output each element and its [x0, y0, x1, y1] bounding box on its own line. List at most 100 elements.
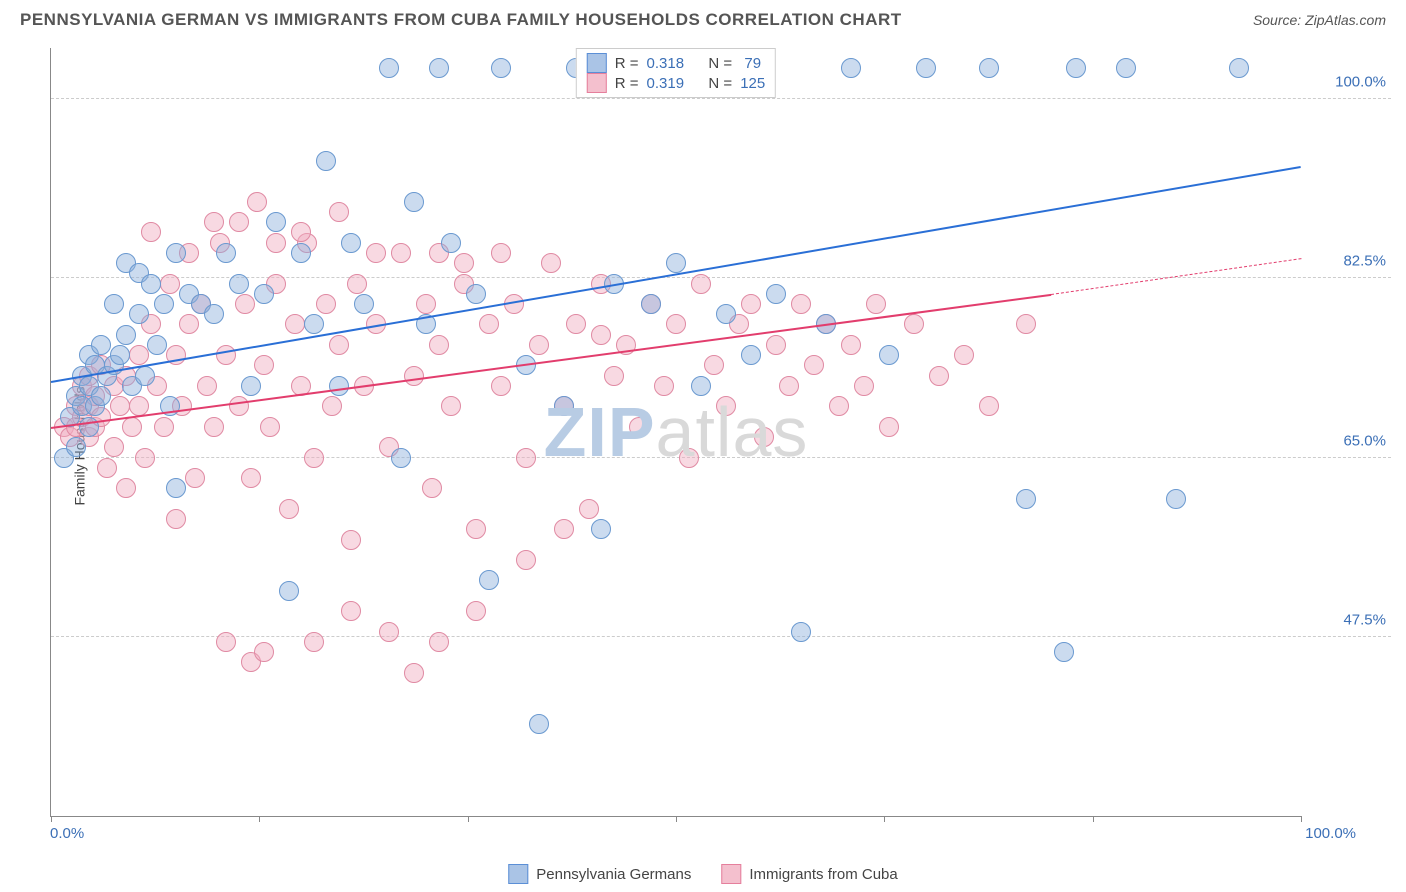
pink-point: [566, 314, 586, 334]
blue-point: [91, 335, 111, 355]
pink-point: [416, 294, 436, 314]
pink-point: [954, 345, 974, 365]
blue-point: [354, 294, 374, 314]
blue-point: [1066, 58, 1086, 78]
pink-point: [754, 427, 774, 447]
blue-point: [1166, 489, 1186, 509]
pink-point: [454, 253, 474, 273]
pink-point: [97, 458, 117, 478]
blue-point: [391, 448, 411, 468]
blue-point: [1016, 489, 1036, 509]
pink-point: [285, 314, 305, 334]
pink-point: [229, 212, 249, 232]
blue-point: [116, 325, 136, 345]
chart-title: PENNSYLVANIA GERMAN VS IMMIGRANTS FROM C…: [20, 10, 902, 30]
pink-point: [879, 417, 899, 437]
blue-point: [91, 386, 111, 406]
pink-point: [254, 355, 274, 375]
gridline: [51, 636, 1391, 637]
pink-point: [629, 417, 649, 437]
blue-point: [641, 294, 661, 314]
blue-point: [429, 58, 449, 78]
gridline: [51, 277, 1391, 278]
pink-point: [122, 417, 142, 437]
pink-point: [235, 294, 255, 314]
y-tick-label: 100.0%: [1306, 74, 1386, 91]
blue-point: [147, 335, 167, 355]
pink-point: [404, 663, 424, 683]
pink-point: [247, 192, 267, 212]
pink-point: [466, 601, 486, 621]
x-tick: [676, 816, 677, 822]
x-tick: [1301, 816, 1302, 822]
blue-point: [466, 284, 486, 304]
pink-point: [322, 396, 342, 416]
pink-point: [185, 468, 205, 488]
pink-point: [254, 642, 274, 662]
blue-point: [216, 243, 236, 263]
pink-point: [429, 335, 449, 355]
blue-point: [229, 274, 249, 294]
pink-point: [347, 274, 367, 294]
blue-point: [1229, 58, 1249, 78]
pink-point: [441, 396, 461, 416]
gridline: [51, 457, 1391, 458]
pink-point: [166, 509, 186, 529]
n-label: N =: [708, 55, 732, 72]
blue-point: [266, 212, 286, 232]
pink-point: [804, 355, 824, 375]
pink-point: [329, 202, 349, 222]
blue-point: [110, 345, 130, 365]
blue-point: [154, 294, 174, 314]
pink-point: [679, 448, 699, 468]
pink-point: [779, 376, 799, 396]
blue-point: [279, 581, 299, 601]
pink-point: [341, 530, 361, 550]
pink-point: [229, 396, 249, 416]
blue-point: [166, 478, 186, 498]
blue-point: [341, 233, 361, 253]
pink-point: [266, 233, 286, 253]
pink-point: [654, 376, 674, 396]
pink-point: [691, 274, 711, 294]
pink-point: [1016, 314, 1036, 334]
pink-point: [716, 396, 736, 416]
blue-point: [691, 376, 711, 396]
pink-point: [866, 294, 886, 314]
pink-point: [329, 335, 349, 355]
r-label: R =: [615, 75, 639, 92]
swatch-pink: [587, 73, 607, 93]
pink-point: [904, 314, 924, 334]
gridline: [51, 98, 1391, 99]
x-tick: [51, 816, 52, 822]
blue-point: [529, 714, 549, 734]
blue-point: [591, 519, 611, 539]
y-tick-label: 82.5%: [1306, 253, 1386, 270]
n-value: 125: [740, 75, 765, 92]
pink-point: [516, 448, 536, 468]
x-tick: [468, 816, 469, 822]
pink-point: [579, 499, 599, 519]
blue-point: [254, 284, 274, 304]
pink-point: [841, 335, 861, 355]
pink-point: [141, 222, 161, 242]
blue-point: [1116, 58, 1136, 78]
pink-point: [541, 253, 561, 273]
pink-point: [154, 417, 174, 437]
pink-point: [291, 222, 311, 242]
x-tick: [259, 816, 260, 822]
r-value: 0.318: [647, 55, 685, 72]
trend-line: [1051, 258, 1301, 295]
blue-point: [554, 396, 574, 416]
pink-point: [854, 376, 874, 396]
pink-point: [704, 355, 724, 375]
pink-point: [104, 437, 124, 457]
pink-point: [316, 294, 336, 314]
pink-point: [241, 468, 261, 488]
pink-point: [110, 396, 130, 416]
pink-point: [391, 243, 411, 263]
pink-point: [666, 314, 686, 334]
x-tick: [884, 816, 885, 822]
pink-point: [479, 314, 499, 334]
blue-point: [766, 284, 786, 304]
